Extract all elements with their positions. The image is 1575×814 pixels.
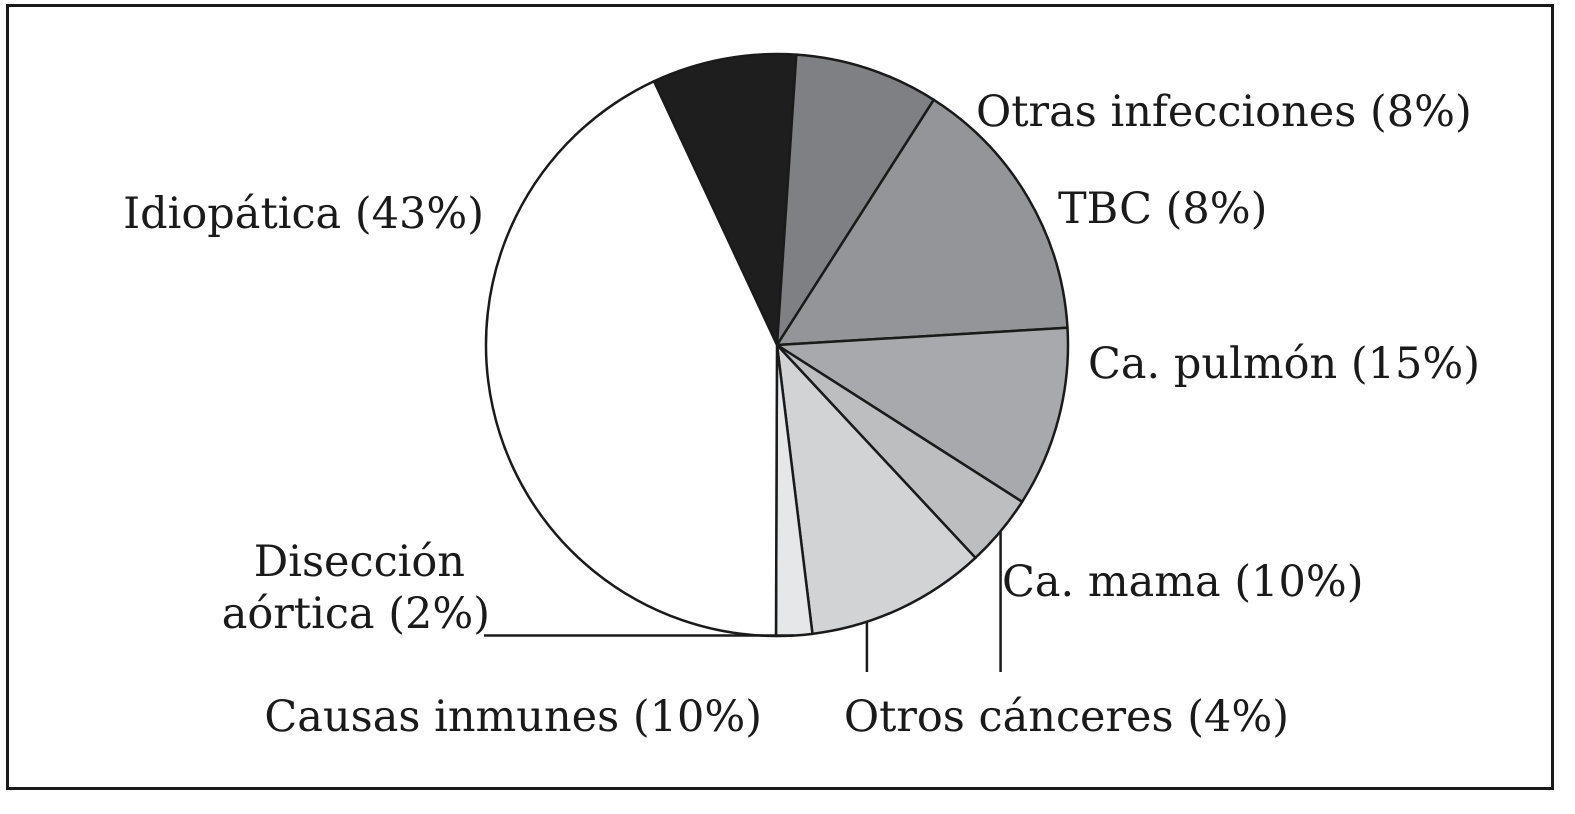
pie-slice-idiopatica [484,80,779,638]
pie-slice-tbc [775,53,936,347]
slice-label-tbc: TBC (8%) [1058,184,1267,234]
pie-slice-otras-infecciones [652,52,798,347]
slice-label-ca-mama: Ca. mama (10%) [1002,557,1364,607]
slice-label-diseccion-aortica-line1: Disección [254,537,465,587]
pie-slice-ca-pulmon [775,98,1069,347]
slice-label-idiopatica: Idiopática (43%) [123,189,484,239]
leader-lines [484,531,1002,672]
pie-slices [484,52,1070,638]
slice-label-ca-pulmon: Ca. pulmón (15%) [1088,339,1480,389]
pie-slice-causas-inmunes [775,343,977,636]
slice-label-otros-canceres: Otros cánceres (4%) [844,692,1289,742]
slice-label-diseccion-aortica-line2: aórtica (2%) [222,589,490,639]
slice-label-otras-infecciones: Otras infecciones (8%) [976,87,1472,137]
pie-slice-ca-mama [775,326,1070,504]
slice-label-causas-inmunes: Causas inmunes (10%) [264,692,762,742]
